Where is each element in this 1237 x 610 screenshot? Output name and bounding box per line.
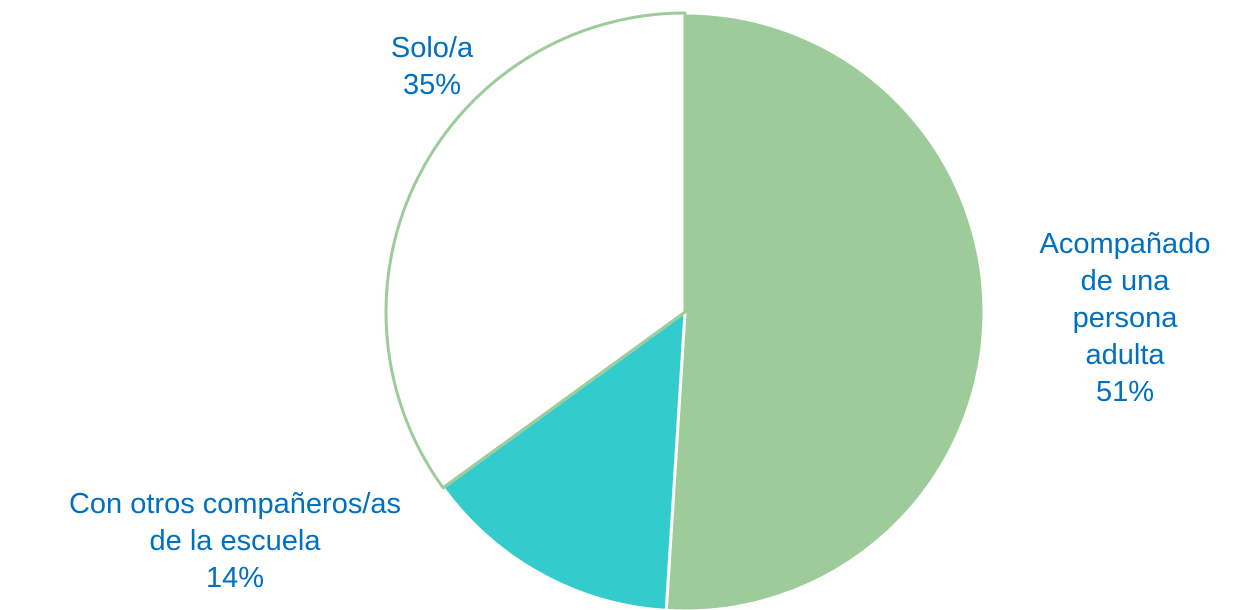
value-label: 51%: [1095, 376, 1155, 408]
pie-slice: [384, 11, 687, 490]
category-label: Acompañado de una persona adulta: [1039, 228, 1211, 371]
pie-slice: [441, 310, 687, 610]
data-label: Acompañado de una persona adulta 51%: [1040, 226, 1211, 411]
category-label: Con otros compañeros/as de la escuela: [68, 488, 402, 557]
value-label: 35%: [402, 69, 462, 101]
value-label: 14%: [205, 562, 265, 594]
data-label: Solo/a 35%: [391, 30, 473, 104]
pie-slice: [664, 11, 986, 610]
category-label: Solo/a: [390, 32, 474, 64]
data-label: Con otros compañeros/as de la escuela 14%: [69, 486, 401, 597]
